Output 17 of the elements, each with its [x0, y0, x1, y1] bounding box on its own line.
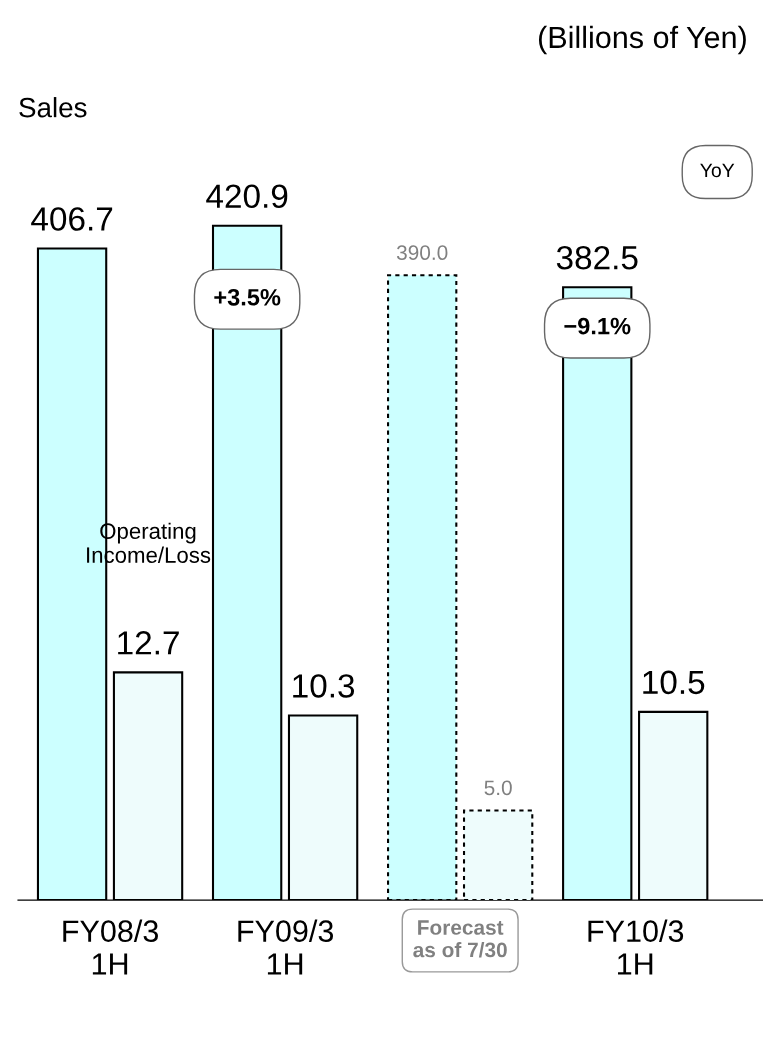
annotation: YoY — [700, 163, 735, 178]
data-label: 10.3 — [293, 674, 355, 698]
data-label: 390.0 — [396, 245, 448, 261]
text: (Billions of Yen) — [538, 25, 746, 55]
x-tick-label: FY08/3 1H — [63, 919, 158, 975]
data-label: 420.9 — [206, 184, 288, 209]
data-label: 12.7 — [118, 631, 179, 655]
annotation: −9.1% — [564, 317, 631, 335]
data-label: 10.5 — [643, 670, 705, 695]
x-tick-label: Forecast as of 7/30 — [413, 920, 507, 958]
data-label: 406.7 — [31, 207, 113, 231]
x-tick-label: FY09/3 1H — [238, 919, 334, 975]
annotation: +3.5% — [214, 288, 281, 306]
text: Sales — [19, 97, 87, 118]
data-label: 5.0 — [484, 780, 512, 796]
x-tick-label: FY10/3 1H — [588, 919, 684, 975]
data-label: 382.5 — [556, 245, 638, 270]
